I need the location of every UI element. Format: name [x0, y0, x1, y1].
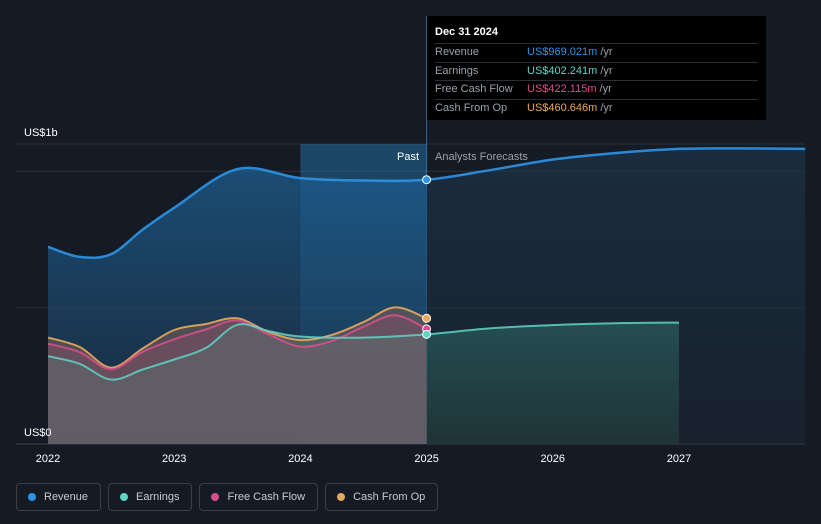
tooltip-unit: /yr [600, 64, 613, 77]
earnings-point [422, 329, 432, 339]
tooltip-row-cash-from-op: Cash From Op US$460.646m /yr [435, 98, 758, 118]
x-axis-ticks: 2022 2023 2024 2025 2026 2027 [36, 453, 691, 465]
y-axis-top-label: US$1b [24, 127, 58, 139]
legend: Revenue Earnings Free Cash Flow Cash Fro… [16, 483, 439, 511]
tooltip-unit: /yr [600, 46, 613, 58]
tooltip-value: US$422.115m [527, 83, 597, 95]
x-tick-label: 2027 [667, 453, 691, 465]
revenue-point [422, 175, 432, 185]
x-tick-label: 2022 [36, 453, 60, 465]
series-lines [47, 147, 806, 381]
earnings-past-area [48, 324, 427, 444]
tooltip-unit: /yr [600, 101, 613, 114]
legend-item-revenue[interactable]: Revenue [16, 483, 102, 511]
legend-dot-icon [28, 493, 36, 501]
past-label: Past [397, 151, 419, 163]
legend-item-earnings[interactable]: Earnings [108, 483, 193, 511]
revenue-line [47, 147, 806, 260]
tooltip-value: US$460.646m [527, 101, 598, 114]
legend-label: Earnings [136, 491, 180, 503]
tooltip-row-earnings: Earnings US$402.241m /yr [435, 61, 758, 81]
axis-labels: US$1b US$0 Past Analysts Forecasts [24, 127, 528, 439]
legend-item-free-cash-flow[interactable]: Free Cash Flow [199, 483, 319, 511]
cash_from_op-point [422, 313, 432, 323]
legend-dot-icon [337, 493, 346, 501]
y-axis-bottom-label: US$0 [24, 427, 52, 439]
tooltip-label: Revenue [435, 46, 480, 58]
tooltip-markers [422, 175, 432, 339]
forecast-label: Analysts Forecasts [435, 151, 528, 163]
earnings-line [47, 321, 680, 381]
tooltip-value: US$402.241m [527, 64, 598, 77]
legend-dot-icon [211, 493, 220, 501]
legend-label: Free Cash Flow [227, 491, 306, 503]
tooltip-label: Free Cash Flow [435, 83, 513, 95]
legend-dot-icon [120, 493, 129, 501]
tooltip-label: Cash From Op [435, 101, 508, 114]
x-tick-label: 2024 [288, 453, 312, 465]
tooltip-unit: /yr [599, 83, 612, 95]
series-areas [48, 148, 806, 444]
tooltip-label: Earnings [435, 64, 479, 77]
cash_from_op-line [47, 306, 427, 369]
legend-label: Revenue [44, 491, 89, 503]
x-tick-label: 2025 [414, 453, 438, 465]
tooltip-value: US$969.021m [527, 46, 598, 58]
tooltip-row-free-cash-flow: Free Cash Flow US$422.115m /yr [435, 80, 758, 99]
tooltip-date: Dec 31 2024 [435, 26, 498, 38]
free_cash_flow-line [47, 314, 428, 371]
earnings-forecast-area [426, 322, 679, 444]
tooltip: Dec 31 2024 Revenue US$969.021m /yr Earn… [427, 16, 766, 120]
x-tick-label: 2026 [541, 453, 565, 465]
x-tick-label: 2023 [162, 453, 186, 465]
tooltip-row-revenue: Revenue US$969.021m /yr [435, 43, 758, 62]
legend-label: Cash From Op [353, 491, 426, 503]
legend-item-cash-from-op[interactable]: Cash From Op [325, 483, 439, 511]
